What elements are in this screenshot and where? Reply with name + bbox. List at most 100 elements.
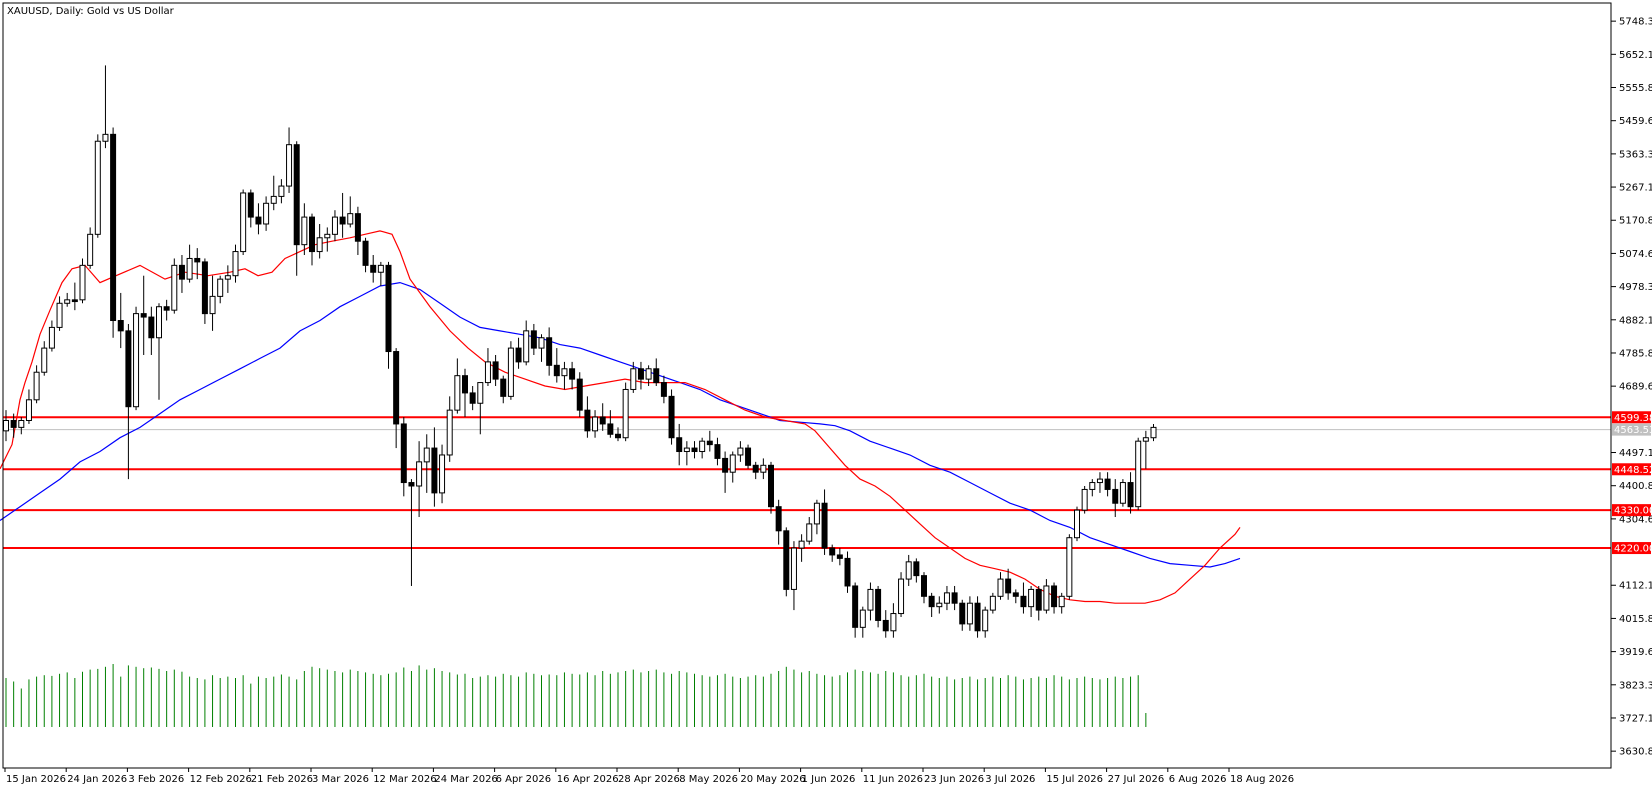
candle-body bbox=[286, 144, 293, 187]
candle-body bbox=[752, 464, 759, 473]
candle-body bbox=[178, 264, 185, 280]
candle-body bbox=[898, 578, 905, 615]
candle bbox=[217, 275, 224, 304]
candle bbox=[592, 410, 599, 438]
y-tick-label: 5170.85 bbox=[1619, 216, 1652, 227]
candle bbox=[966, 596, 973, 631]
level-label: 4220.00 bbox=[1612, 542, 1652, 555]
level-label-box bbox=[1612, 411, 1651, 424]
candle bbox=[339, 192, 346, 238]
candle bbox=[94, 134, 101, 238]
candle bbox=[301, 203, 308, 256]
candle bbox=[913, 558, 920, 583]
candle bbox=[293, 141, 300, 276]
x-tick-label: 24 Jan 2026 bbox=[67, 774, 127, 785]
candle-body bbox=[660, 382, 667, 397]
candle-body bbox=[806, 523, 813, 542]
candle-body bbox=[974, 602, 981, 632]
candle-body bbox=[882, 619, 889, 632]
candle bbox=[362, 237, 369, 273]
level-label-box bbox=[1612, 463, 1651, 476]
candle-body bbox=[393, 351, 400, 425]
candle-body bbox=[110, 133, 117, 322]
candle bbox=[1119, 479, 1126, 507]
x-tick-label: 23 Jun 2026 bbox=[924, 774, 984, 785]
candle-body bbox=[263, 202, 270, 225]
candle bbox=[959, 599, 966, 631]
candle bbox=[41, 341, 48, 376]
candle-body bbox=[676, 437, 683, 453]
candle bbox=[1081, 485, 1088, 514]
candle-body bbox=[1150, 426, 1157, 439]
candle bbox=[706, 430, 713, 452]
candle bbox=[431, 427, 438, 507]
chart-title: XAUUSD, Daily: Gold vs US Dollar bbox=[7, 6, 175, 17]
candle bbox=[905, 554, 912, 586]
candle bbox=[156, 303, 162, 400]
candle bbox=[982, 606, 989, 638]
candle-body bbox=[576, 378, 583, 411]
candle bbox=[492, 354, 499, 387]
candle-body bbox=[477, 382, 484, 404]
candle-body bbox=[959, 602, 966, 625]
level-label: 4599.38 bbox=[1612, 411, 1652, 424]
candle bbox=[416, 441, 423, 518]
candle-body bbox=[561, 368, 568, 377]
candle bbox=[645, 365, 652, 387]
candle bbox=[385, 261, 392, 369]
candle-body bbox=[194, 257, 201, 263]
candle-body bbox=[1051, 585, 1058, 608]
candle-body bbox=[1142, 437, 1149, 442]
candle bbox=[1058, 592, 1065, 614]
candle bbox=[87, 227, 94, 269]
candle bbox=[1020, 582, 1027, 614]
candle-body bbox=[247, 192, 254, 218]
y-tick-label: 5363.35 bbox=[1619, 149, 1652, 160]
candle bbox=[515, 337, 522, 369]
candle-body bbox=[1058, 595, 1065, 608]
volume-histogram bbox=[5, 664, 1147, 727]
y-tick-label: 4304.60 bbox=[1619, 514, 1652, 525]
candle-body bbox=[951, 592, 958, 604]
candle bbox=[882, 610, 889, 638]
candle-body bbox=[10, 419, 17, 428]
candle-body bbox=[385, 264, 392, 353]
level-label-text: 4330.00 bbox=[1614, 506, 1652, 517]
candle bbox=[469, 386, 476, 411]
candle-body bbox=[592, 416, 599, 432]
candle-body bbox=[1028, 588, 1035, 608]
candle bbox=[324, 227, 331, 252]
candle-body bbox=[691, 447, 698, 453]
candle-body bbox=[530, 330, 537, 349]
candle bbox=[936, 596, 943, 614]
candle-body bbox=[1119, 482, 1126, 504]
candle bbox=[1104, 472, 1111, 497]
candle-body bbox=[1127, 482, 1134, 508]
candle-body bbox=[1096, 478, 1103, 484]
y-tick-label: 4785.85 bbox=[1619, 348, 1652, 359]
candle-body bbox=[446, 409, 453, 456]
x-tick-label: 3 Feb 2026 bbox=[128, 774, 184, 785]
candle bbox=[844, 551, 851, 593]
x-tick-label: 3 Mar 2026 bbox=[312, 774, 369, 785]
x-tick-label: 21 Feb 2026 bbox=[251, 774, 313, 785]
candle bbox=[622, 382, 629, 442]
x-tick-label: 24 Mar 2026 bbox=[434, 774, 497, 785]
x-tick-label: 15 Jul 2026 bbox=[1046, 774, 1103, 785]
x-tick-label: 6 Aug 2026 bbox=[1169, 774, 1227, 785]
current-price-label-box bbox=[1612, 423, 1651, 436]
candle-body bbox=[102, 133, 109, 142]
candle-body bbox=[1089, 482, 1096, 490]
candle-body bbox=[1043, 585, 1050, 611]
y-tick-label: 4015.85 bbox=[1619, 614, 1652, 625]
candle-body bbox=[94, 140, 101, 235]
candle bbox=[439, 444, 446, 504]
candle-body bbox=[921, 575, 927, 597]
candle bbox=[79, 258, 86, 304]
candle bbox=[1043, 579, 1050, 614]
candle bbox=[683, 441, 690, 466]
candle-body bbox=[156, 306, 162, 339]
candle-body bbox=[943, 592, 950, 604]
candle-body bbox=[354, 213, 361, 242]
